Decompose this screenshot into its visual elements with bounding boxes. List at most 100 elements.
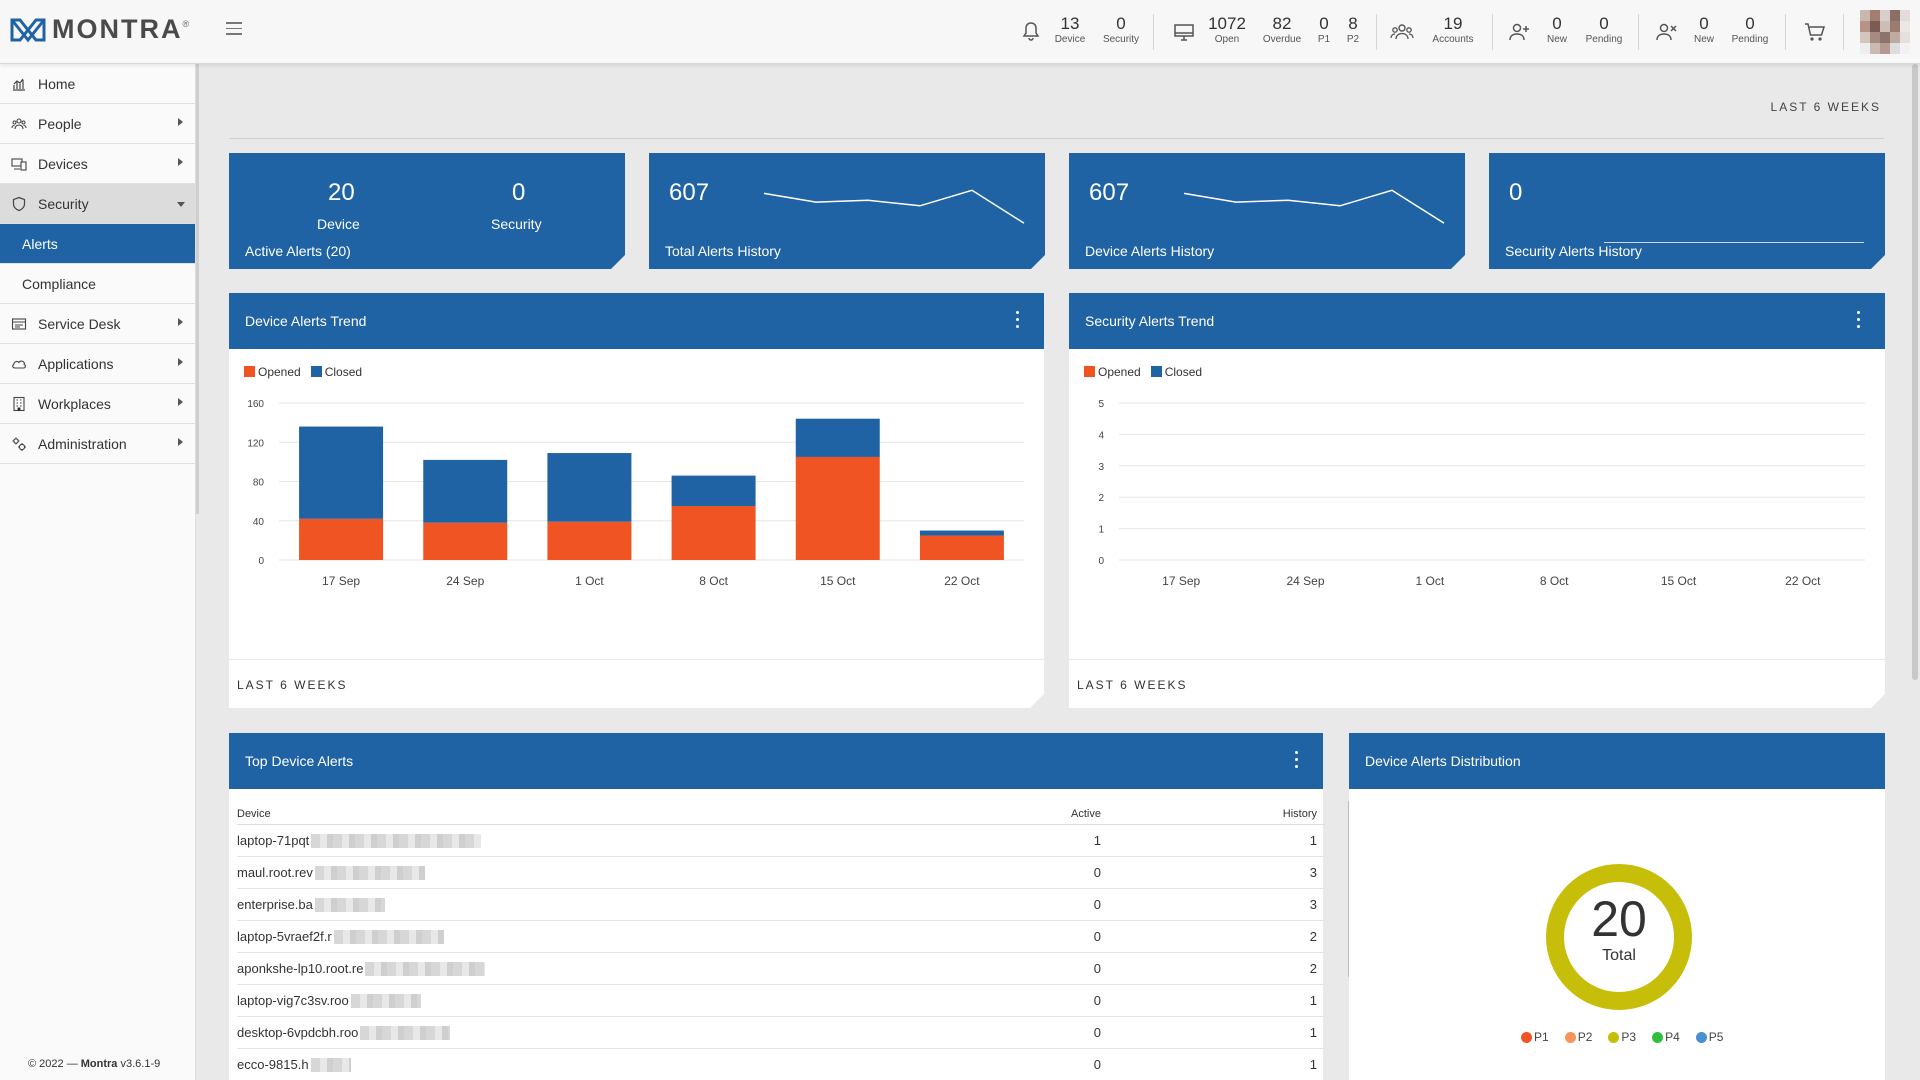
menu-toggle-icon[interactable]	[226, 22, 242, 36]
legend-p4[interactable]: P4	[1652, 1030, 1688, 1044]
panel-header: Security Alerts Trend	[1069, 293, 1885, 349]
table-row[interactable]: laptop-5vraef2f.r 0 2	[237, 921, 1325, 953]
device-cell[interactable]: desktop-6vpdcbh.roo	[237, 1025, 1067, 1040]
bar-opened[interactable]	[547, 522, 631, 560]
open-tickets-stat[interactable]: 1072 Open	[1206, 14, 1248, 46]
security-alerts-history-card[interactable]: 0 Security Alerts History	[1489, 153, 1885, 269]
device-name[interactable]: laptop-vig7c3sv.roo	[237, 993, 349, 1008]
sidebar-item-compliance[interactable]: Compliance	[0, 264, 195, 304]
total-alerts-history-card[interactable]: 607 Total Alerts History	[649, 153, 1045, 269]
onboarding-pending-stat[interactable]: 0 Pending	[1582, 14, 1626, 46]
device-cell[interactable]: enterprise.ba	[237, 897, 1067, 912]
bar-closed[interactable]	[299, 427, 383, 519]
legend-opened[interactable]: Opened	[244, 365, 301, 379]
table-row[interactable]: desktop-6vpdcbh.roo 0 1	[237, 1017, 1325, 1049]
x-tick-label: 1 Oct	[1415, 574, 1444, 588]
accounts-stat[interactable]: 19 Accounts	[1425, 14, 1481, 46]
legend-p2[interactable]: P2	[1564, 1030, 1601, 1044]
column-active[interactable]: Active	[1071, 807, 1101, 820]
device-name[interactable]: aponkshe-lp10.root.re	[237, 961, 364, 976]
overdue-tickets-stat[interactable]: 82 Overdue	[1261, 14, 1303, 46]
column-history[interactable]: History	[1282, 807, 1317, 820]
device-name[interactable]: ecco-9815.h	[237, 1057, 309, 1072]
donut-slice-p3[interactable]	[1546, 864, 1692, 1010]
device-alerts-history-card[interactable]: 607 Device Alerts History	[1069, 153, 1465, 269]
panel-title: Top Device Alerts	[245, 753, 354, 769]
table-row[interactable]: enterprise.ba 0 3	[237, 889, 1325, 921]
bar-opened[interactable]	[920, 535, 1004, 560]
page-scrollbar[interactable]	[1912, 64, 1918, 680]
table-row[interactable]: ecco-9815.h 0 1	[237, 1049, 1325, 1080]
device-cell[interactable]: laptop-71pqt	[237, 833, 1067, 848]
legend-label: P4	[1665, 1030, 1680, 1044]
table-row[interactable]: aponkshe-lp10.root.re 0 2	[237, 953, 1325, 985]
legend-p3[interactable]: P3	[1608, 1030, 1644, 1044]
legend-p1[interactable]: P1	[1521, 1030, 1557, 1044]
montra-logo[interactable]: MONTRA ®	[10, 14, 189, 45]
table-row[interactable]: maul.root.rev 0 3	[237, 857, 1325, 889]
sidebar-item-security[interactable]: Security	[0, 184, 195, 224]
security-trend-chart: 0 1 2 3 4 5 17 Sep 24 Sep 1 Oct 8 Oct 15 Oct 22 Oct	[1069, 393, 1885, 623]
more-vertical-icon[interactable]	[1295, 751, 1299, 771]
table-row[interactable]: laptop-71pqt 1 1	[237, 825, 1325, 857]
sidebar-scrollbar[interactable]	[196, 64, 199, 514]
bell-icon[interactable]	[1018, 20, 1044, 44]
sidebar-item-label: Security	[38, 195, 89, 212]
more-vertical-icon[interactable]	[1016, 311, 1020, 331]
sidebar-item-alerts[interactable]: Alerts	[0, 224, 195, 264]
add-user-icon[interactable]	[1506, 20, 1532, 44]
legend-closed[interactable]: Closed	[1151, 365, 1202, 379]
sidebar-item-people[interactable]: People	[0, 104, 195, 144]
device-cell[interactable]: maul.root.rev	[237, 865, 1067, 880]
sidebar-item-service-desk[interactable]: Service Desk	[0, 304, 195, 344]
device-name[interactable]: laptop-5vraef2f.r	[237, 929, 332, 944]
legend-p5[interactable]: P5	[1695, 1030, 1732, 1044]
sidebar-item-devices[interactable]: Devices	[0, 144, 195, 184]
active-alerts-card[interactable]: 20 Device 0 Security Active Alerts (20)	[229, 153, 625, 269]
legend-opened[interactable]: Opened	[1084, 365, 1141, 379]
device-alerts-distribution-panel: Device Alerts Distribution 20 Total P1 P2…	[1349, 733, 1885, 1080]
sidebar-item-administration[interactable]: Administration	[0, 424, 195, 464]
bar-opened[interactable]	[796, 457, 880, 560]
table-row[interactable]: laptop-vig7c3sv.roo 0 1	[237, 985, 1325, 1017]
onboarding-new-stat[interactable]: 0 New	[1543, 14, 1571, 46]
sidebar-item-home[interactable]: Home	[0, 64, 195, 104]
bar-closed[interactable]	[423, 460, 507, 523]
monitor-icon[interactable]	[1171, 20, 1197, 44]
cart-icon[interactable]	[1802, 20, 1828, 44]
device-name[interactable]: desktop-6vpdcbh.roo	[237, 1025, 359, 1040]
legend-closed[interactable]: Closed	[311, 365, 362, 379]
p1-tickets-stat[interactable]: 0 P1	[1314, 14, 1334, 46]
active-device-label: Device	[317, 216, 360, 232]
offboarding-new-label: New	[1693, 34, 1714, 45]
device-name[interactable]: enterprise.ba	[237, 897, 313, 912]
device-name[interactable]: laptop-71pqt	[237, 833, 310, 848]
accounts-icon[interactable]	[1389, 20, 1415, 44]
bar-closed[interactable]	[796, 419, 880, 457]
bar-closed[interactable]	[920, 531, 1004, 536]
bar-opened[interactable]	[672, 506, 756, 560]
bar-closed[interactable]	[547, 453, 631, 522]
legend-label: Opened	[1098, 365, 1141, 379]
bar-opened[interactable]	[299, 519, 383, 560]
offboarding-pending-stat[interactable]: 0 Pending	[1728, 14, 1772, 46]
offboarding-new-stat[interactable]: 0 New	[1690, 14, 1718, 46]
device-cell[interactable]: ecco-9815.h	[237, 1057, 1067, 1072]
building-icon	[10, 396, 28, 412]
p2-tickets-stat[interactable]: 8 P2	[1343, 14, 1363, 46]
security-alerts-stat[interactable]: 0 Security	[1101, 14, 1141, 46]
device-cell[interactable]: aponkshe-lp10.root.re	[237, 961, 1067, 976]
remove-user-icon[interactable]	[1653, 20, 1679, 44]
bar-closed[interactable]	[672, 476, 756, 506]
column-device[interactable]: Device	[237, 807, 271, 820]
device-cell[interactable]: laptop-vig7c3sv.roo	[237, 993, 1067, 1008]
device-cell[interactable]: laptop-5vraef2f.r	[237, 929, 1067, 944]
user-avatar[interactable]	[1860, 10, 1910, 54]
sidebar-item-applications[interactable]: Applications	[0, 344, 195, 384]
divider	[229, 659, 1044, 660]
bar-opened[interactable]	[423, 523, 507, 560]
more-vertical-icon[interactable]	[1857, 311, 1861, 331]
device-name[interactable]: maul.root.rev	[237, 865, 313, 880]
device-alerts-stat[interactable]: 13 Device	[1050, 14, 1090, 46]
sidebar-item-workplaces[interactable]: Workplaces	[0, 384, 195, 424]
